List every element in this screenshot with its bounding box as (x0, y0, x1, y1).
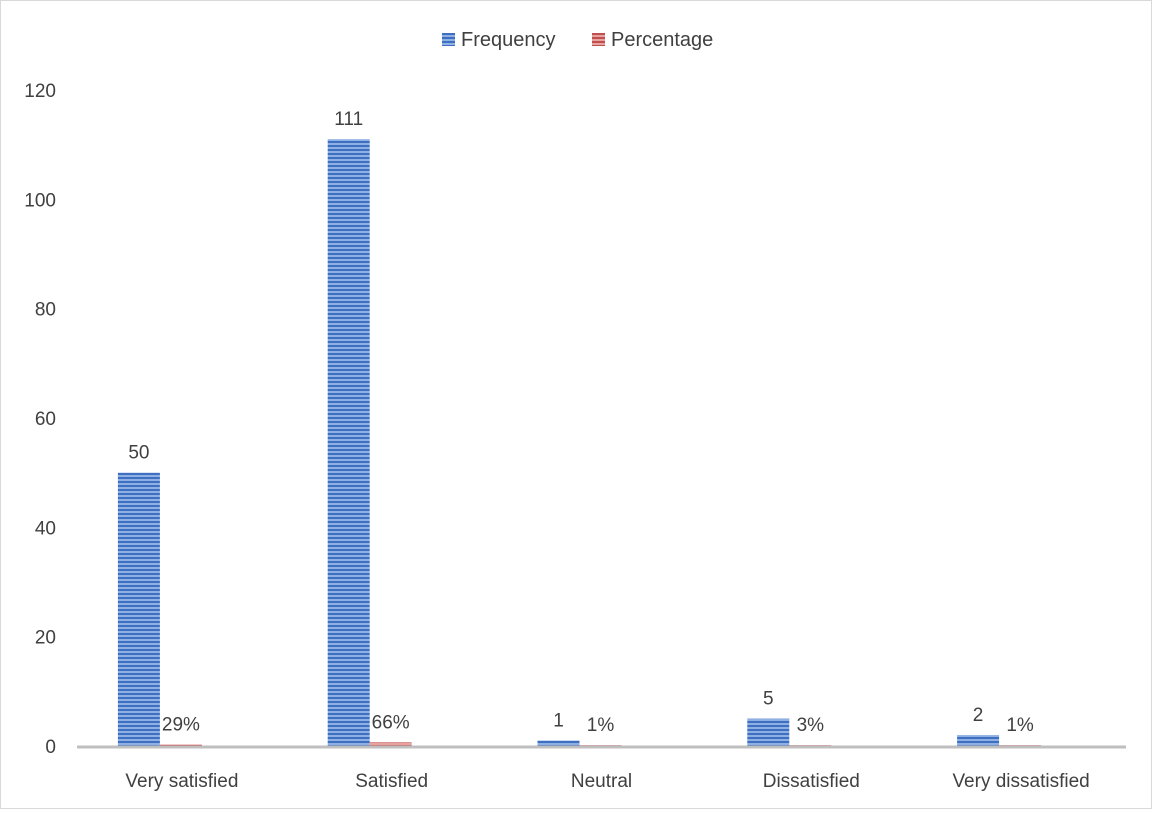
y-tick-label: 100 (24, 190, 56, 211)
bar-frequency-dissatisfied (747, 718, 790, 746)
data-label: 2 (973, 705, 984, 726)
y-axis: 0 20 40 60 80 100 120 (24, 81, 56, 758)
y-tick-label: 40 (35, 518, 56, 539)
bars: 50 29% 111 66% 1 1% 5 3% 2 1% (117, 109, 1042, 746)
legend-swatch-frequency (442, 33, 455, 46)
x-axis: Very satisfied Satisfied Neutral Dissatisfi… (77, 745, 1126, 792)
bar-percentage-satisfied (369, 742, 412, 746)
x-tick-label: Satisfied (355, 771, 428, 792)
y-tick-label: 0 (45, 737, 56, 758)
data-label: 29% (162, 714, 200, 735)
x-tick-label: Very dissatisfied (952, 771, 1089, 792)
bar-frequency-satisfied (327, 139, 370, 746)
data-label: 3% (797, 715, 825, 736)
y-tick-label: 120 (24, 81, 56, 102)
data-label: 1% (1006, 715, 1034, 736)
bar-frequency-very-satisfied (117, 472, 160, 746)
x-tick-label: Very satisfied (125, 771, 238, 792)
y-tick-label: 60 (35, 409, 56, 430)
bar-frequency-neutral (537, 740, 580, 746)
y-tick-label: 80 (35, 300, 56, 321)
legend-label-frequency: Frequency (461, 29, 556, 51)
x-tick-label: Neutral (571, 771, 632, 792)
y-tick-label: 20 (35, 628, 56, 649)
bar-frequency-very-dissatisfied (957, 735, 1000, 746)
data-label: 5 (763, 689, 774, 710)
data-label: 1% (587, 715, 615, 736)
data-label: 50 (128, 443, 149, 464)
data-label: 1 (553, 711, 564, 732)
legend-swatch-percentage (592, 33, 605, 46)
bar-percentage-very-satisfied (159, 744, 202, 746)
x-tick-label: Dissatisfied (763, 771, 860, 792)
legend-label-percentage: Percentage (611, 29, 713, 51)
data-label: 111 (334, 109, 363, 130)
data-label: 66% (372, 712, 410, 733)
legend: Frequency Percentage (442, 29, 713, 51)
